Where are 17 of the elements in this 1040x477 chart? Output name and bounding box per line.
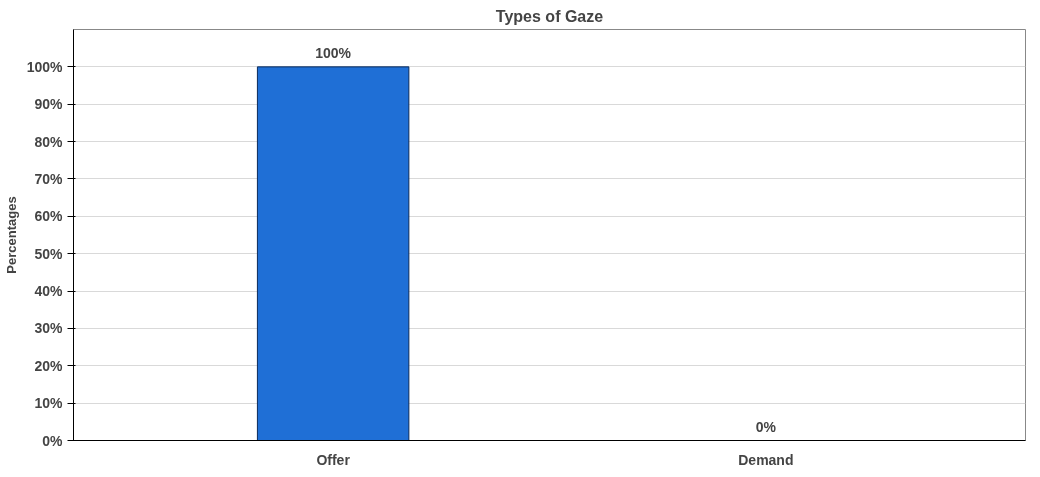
data-label: 100%	[315, 44, 352, 61]
y-tick-label: 100%	[26, 58, 64, 75]
x-tick-label: Demand	[738, 451, 794, 468]
y-tick-label: 80%	[34, 133, 64, 150]
y-tick-label: 40%	[34, 283, 64, 300]
y-tick-label: 50%	[34, 245, 64, 262]
chart-title: Types of Gaze	[495, 7, 604, 25]
y-tick-label: 0%	[42, 432, 64, 449]
y-tick-label: 60%	[34, 208, 64, 225]
y-tick-label: 70%	[34, 170, 64, 187]
y-tick-label: 20%	[34, 357, 64, 374]
y-tick-label: 90%	[34, 96, 64, 113]
x-tick-label: Offer	[316, 451, 351, 468]
data-label: 0%	[755, 418, 777, 435]
y-tick-label: 10%	[34, 395, 64, 412]
y-tick-label: 30%	[34, 320, 64, 337]
y-axis-title: Percentages	[3, 196, 19, 274]
